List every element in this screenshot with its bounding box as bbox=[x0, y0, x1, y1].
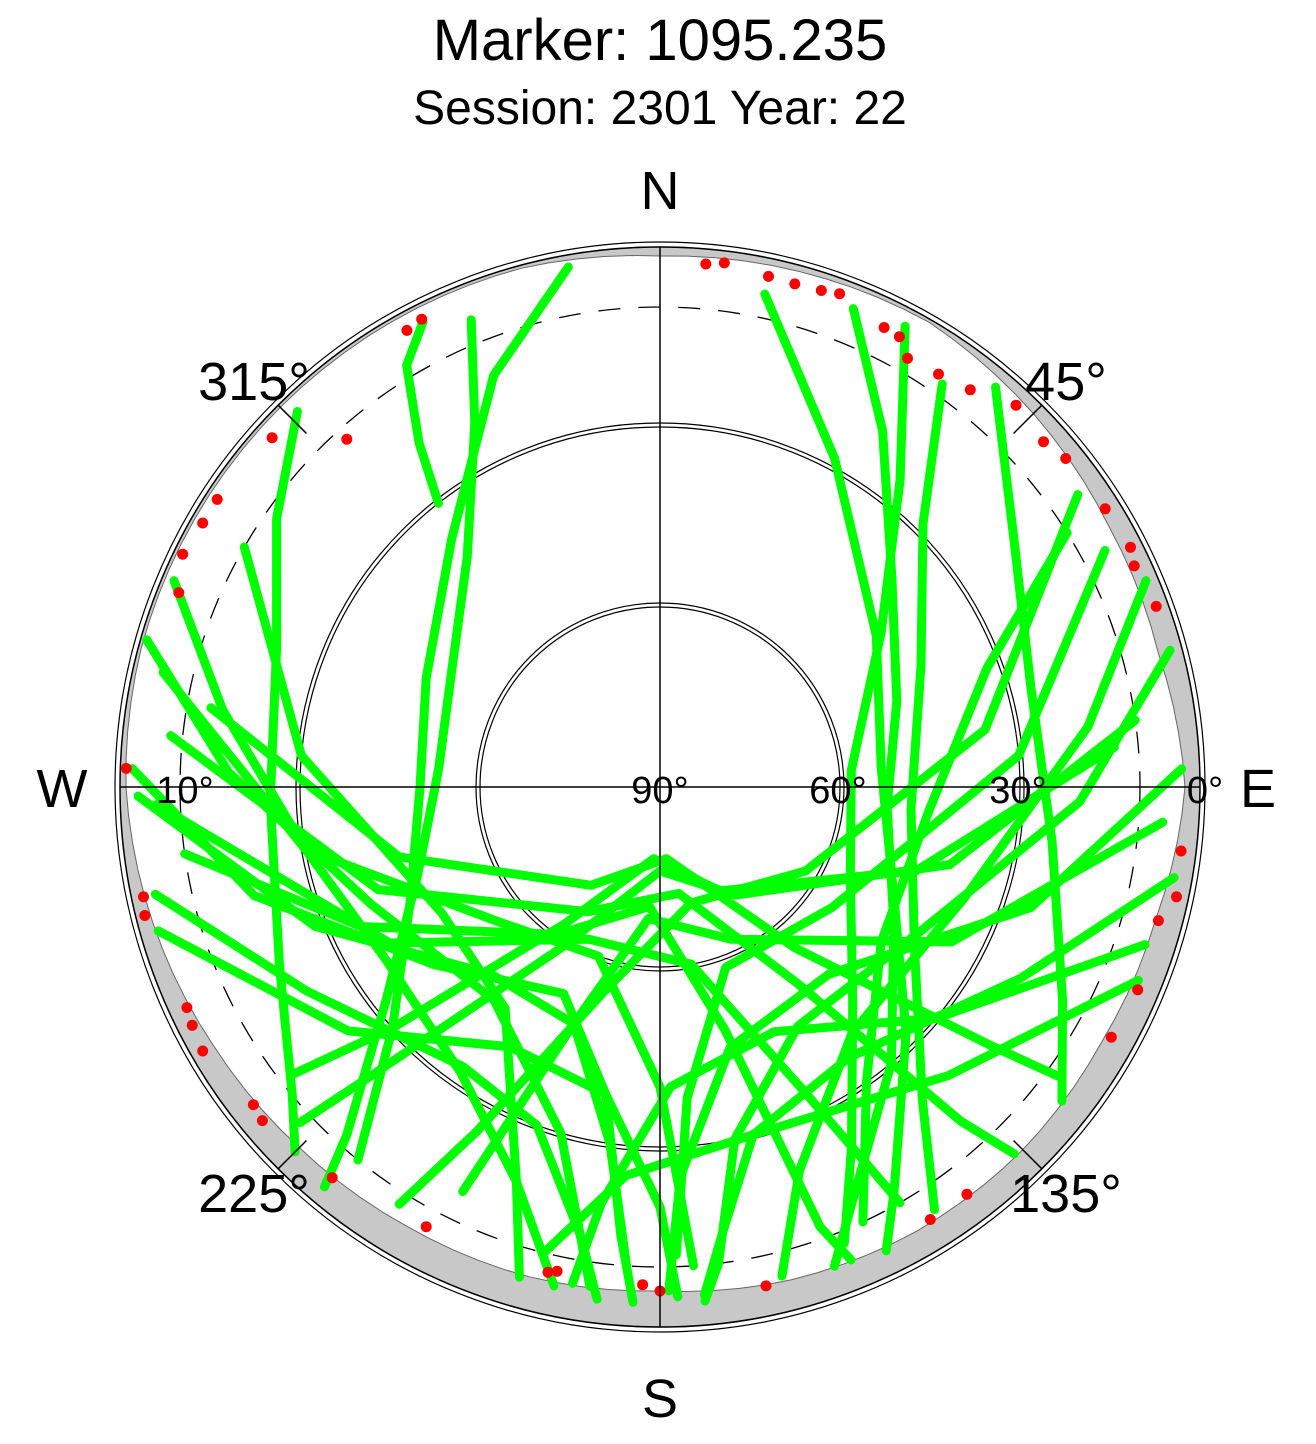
flagged-point-39 bbox=[902, 352, 913, 364]
flagged-point-28 bbox=[1152, 915, 1164, 927]
satellite-track-32 bbox=[539, 975, 1143, 1258]
flagged-point-29 bbox=[1175, 845, 1187, 857]
direction-label-north: N bbox=[641, 161, 680, 221]
elevation-label-4: 90° bbox=[631, 770, 688, 812]
flagged-point-20 bbox=[637, 1279, 649, 1291]
satellite-track-25 bbox=[394, 490, 1083, 1209]
chart-subtitle: Session: 2301 Year: 22 bbox=[413, 82, 907, 135]
flagged-point-12 bbox=[186, 1019, 198, 1031]
satellite-track-8 bbox=[239, 542, 524, 1282]
azimuth-label-135: 135° bbox=[1010, 1164, 1122, 1224]
flagged-point-32 bbox=[1125, 541, 1136, 553]
azimuth-tick-225 bbox=[277, 1140, 307, 1170]
axis-labels: N S W E 45° 135° 225° 315° 0° 10° 30° 60° 90° bbox=[37, 161, 1277, 1429]
satellite-track-12 bbox=[153, 926, 683, 1302]
satellite-track-23 bbox=[699, 873, 1179, 1300]
satellite-track-0 bbox=[402, 317, 443, 508]
direction-label-east: E bbox=[1240, 759, 1276, 819]
flagged-point-11 bbox=[181, 1002, 193, 1014]
azimuth-label-315: 315° bbox=[198, 352, 310, 412]
flagged-point-17 bbox=[420, 1221, 432, 1233]
flagged-point-14 bbox=[247, 1099, 259, 1111]
flagged-point-42 bbox=[834, 288, 846, 300]
flagged-point-18 bbox=[542, 1266, 554, 1278]
satellite-track-5 bbox=[142, 635, 595, 1291]
azimuth-tick-135 bbox=[1013, 1140, 1043, 1170]
satellite-track-28 bbox=[568, 940, 1150, 1288]
satellite-tracks bbox=[120, 257, 1187, 1307]
flagged-point-44 bbox=[789, 278, 801, 290]
flagged-point-4 bbox=[211, 493, 223, 505]
flagged-point-6 bbox=[197, 517, 209, 529]
elevation-label-0: 0° bbox=[1187, 770, 1223, 812]
flagged-point-26 bbox=[1132, 984, 1144, 996]
satellite-track-30 bbox=[858, 528, 1072, 1227]
flagged-point-3 bbox=[266, 432, 278, 444]
flagged-point-22 bbox=[760, 1280, 772, 1292]
flagged-point-45 bbox=[763, 270, 774, 282]
flagged-point-40 bbox=[893, 331, 905, 343]
satellite-track-2 bbox=[353, 262, 573, 1165]
elevation-label-3: 60° bbox=[809, 770, 866, 812]
azimuth-label-225: 225° bbox=[198, 1164, 310, 1224]
flagged-point-9 bbox=[138, 891, 149, 903]
flagged-point-16 bbox=[326, 1172, 338, 1184]
flagged-point-30 bbox=[1150, 600, 1162, 612]
satellite-track-29 bbox=[839, 321, 910, 1248]
flagged-point-10 bbox=[139, 910, 151, 921]
horizon-outer-circle bbox=[114, 241, 1206, 1333]
satellite-track-14 bbox=[166, 731, 1019, 1159]
flagged-point-2 bbox=[341, 433, 353, 445]
flagged-point-1 bbox=[401, 324, 413, 336]
direction-label-west: W bbox=[37, 759, 88, 819]
flagged-point-7 bbox=[173, 587, 185, 599]
flagged-point-8 bbox=[120, 762, 132, 774]
flagged-point-31 bbox=[1128, 560, 1140, 572]
flagged-point-34 bbox=[1060, 453, 1072, 464]
flagged-point-43 bbox=[815, 285, 827, 296]
flagged-point-38 bbox=[933, 368, 944, 380]
axes bbox=[120, 247, 1200, 1327]
flagged-point-35 bbox=[1038, 436, 1049, 448]
flagged-point-5 bbox=[177, 548, 189, 560]
satellite-track-17 bbox=[760, 289, 911, 1256]
flagged-point-27 bbox=[1171, 891, 1182, 903]
satellite-track-31 bbox=[906, 379, 947, 1215]
flagged-point-19 bbox=[551, 1265, 563, 1277]
flagged-point-36 bbox=[1010, 399, 1022, 411]
satellite-track-11 bbox=[133, 791, 631, 1271]
flagged-point-41 bbox=[878, 322, 890, 333]
elevation-label-1: 10° bbox=[156, 770, 213, 812]
flagged-point-37 bbox=[964, 384, 976, 396]
azimuth-label-45: 45° bbox=[1025, 352, 1107, 412]
flagged-point-33 bbox=[1099, 503, 1111, 515]
flagged-point-13 bbox=[197, 1045, 209, 1057]
flagged-point-24 bbox=[961, 1188, 973, 1200]
flagged-point-46 bbox=[718, 257, 730, 269]
satellite-track-19 bbox=[777, 576, 1151, 1281]
chart-title: Marker: 1095.235 bbox=[433, 8, 888, 73]
azimuth-tick-315 bbox=[277, 404, 307, 434]
flagged-point-25 bbox=[1105, 1031, 1117, 1043]
satellite-track-3 bbox=[265, 407, 302, 1157]
flagged-point-47 bbox=[700, 258, 712, 270]
flagged-point-15 bbox=[256, 1115, 268, 1127]
elevation-label-2: 30° bbox=[989, 770, 1046, 812]
satellite-track-15 bbox=[206, 703, 1063, 1081]
flagged-point-0 bbox=[416, 313, 428, 325]
direction-label-south: S bbox=[642, 1369, 678, 1429]
azimuth-tick-45 bbox=[1013, 404, 1043, 434]
flagged-point-23 bbox=[924, 1214, 936, 1225]
